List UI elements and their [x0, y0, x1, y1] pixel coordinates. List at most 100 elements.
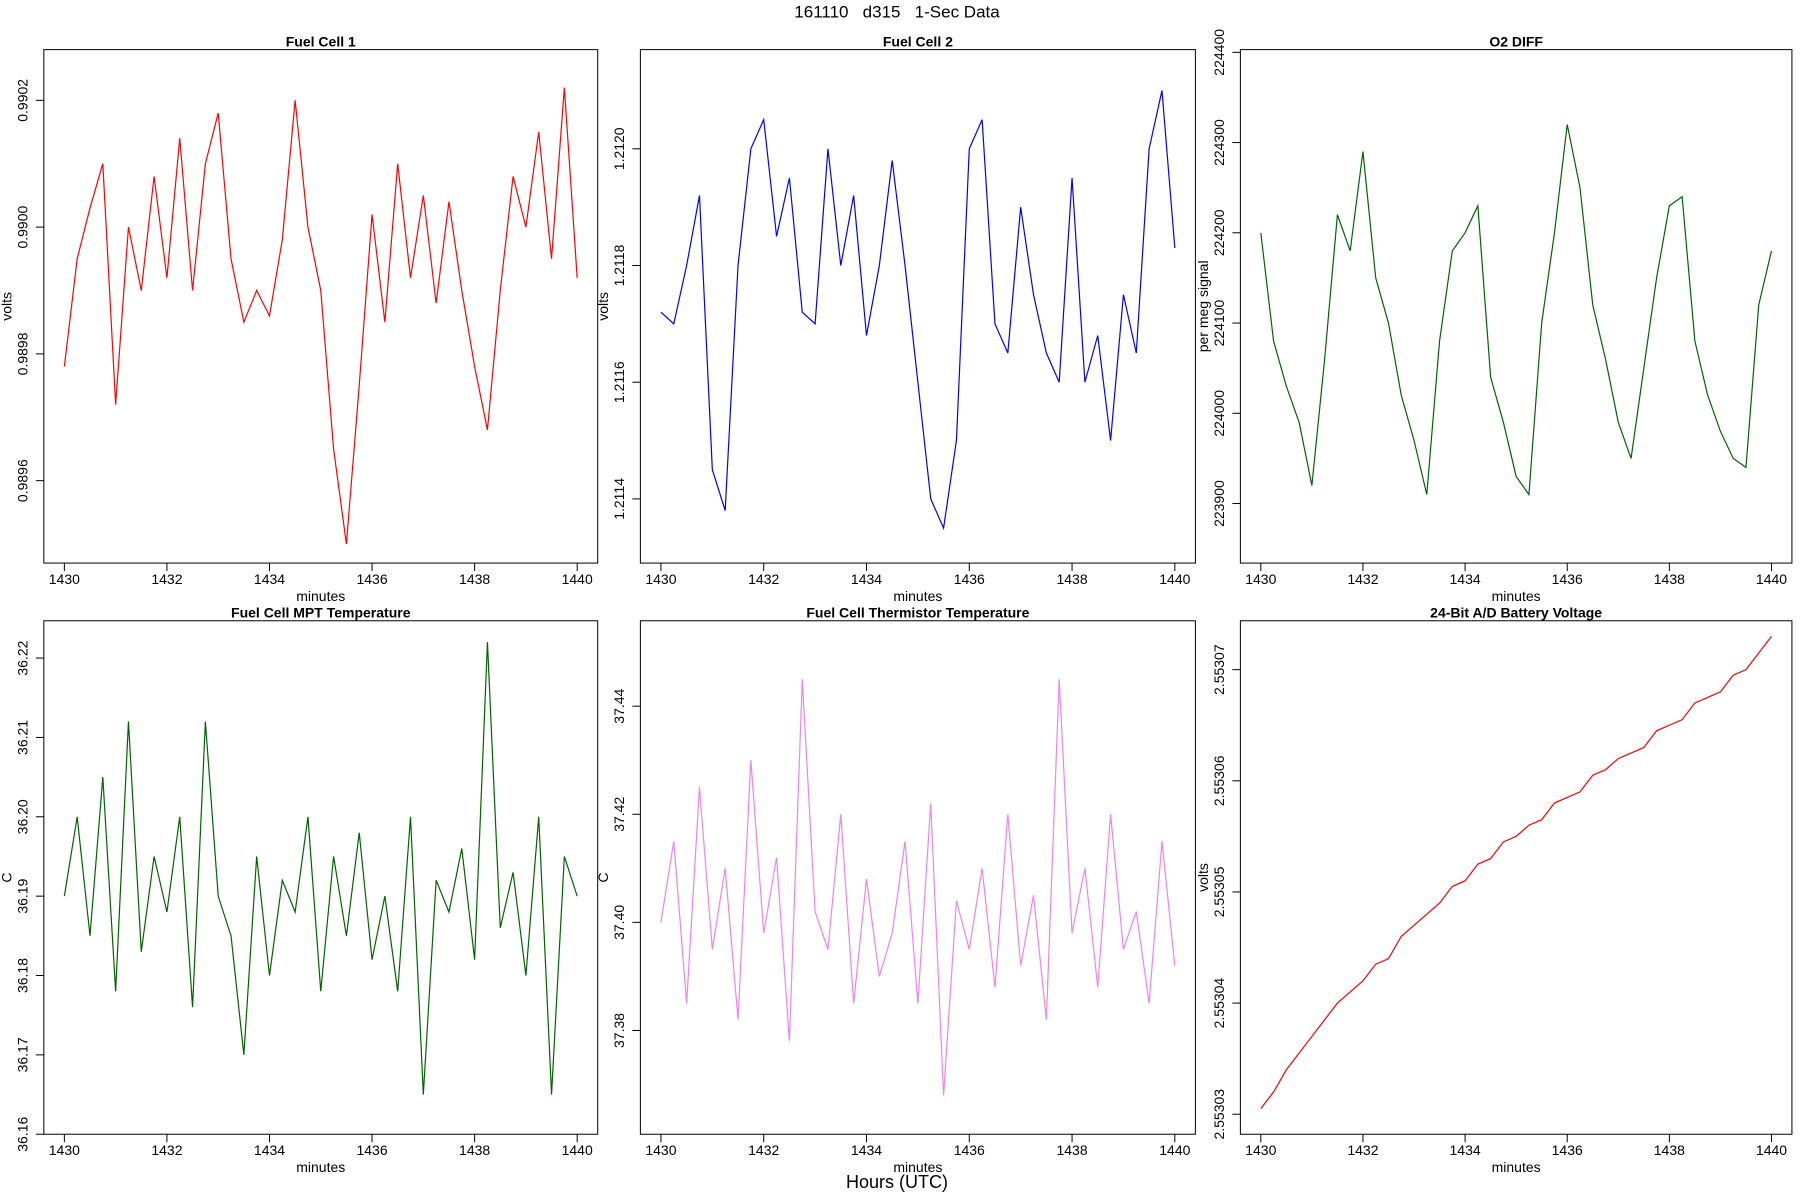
y-tick-label: 2.55306 — [1211, 755, 1227, 806]
x-tick-label: 1440 — [562, 571, 593, 587]
x-axis-label: minutes — [1492, 1159, 1541, 1175]
y-axis-label: C — [595, 872, 611, 882]
x-axis-label: minutes — [296, 588, 345, 604]
x-axis-label: minutes — [893, 588, 942, 604]
x-tick-label: 1434 — [1450, 571, 1481, 587]
x-tick-label: 1440 — [1756, 1142, 1787, 1158]
y-tick-label: 2.55304 — [1211, 978, 1227, 1029]
x-tick-label: 1438 — [459, 1142, 490, 1158]
y-tick-label: 1.2118 — [611, 244, 627, 286]
x-tick-label: 1436 — [1552, 571, 1583, 587]
panel-title: Fuel Cell 1 — [286, 33, 356, 49]
figure-title: 161110 d315 1-Sec Data — [794, 2, 1000, 21]
panel-title: O2 DIFF — [1489, 33, 1543, 49]
x-tick-label: 1430 — [1245, 1142, 1276, 1158]
x-tick-label: 1436 — [356, 571, 387, 587]
x-tick-label: 1434 — [851, 1142, 882, 1158]
x-tick-label: 1440 — [1756, 571, 1787, 587]
panel: Fuel Cell 2 1430 1432 1434 1436 1438 1440 1.211… — [595, 33, 1196, 604]
plot-frame — [43, 49, 599, 564]
x-tick-label: 1436 — [954, 571, 985, 587]
y-tick-label: 223900 — [1211, 480, 1227, 527]
x-tick-label: 1432 — [1347, 1142, 1378, 1158]
data-line — [1260, 124, 1773, 497]
x-tick-label: 1430 — [1245, 571, 1276, 587]
y-tick-label: 36.20 — [15, 799, 31, 834]
x-tick-label: 1440 — [562, 1142, 593, 1158]
y-tick-label: 224000 — [1211, 390, 1227, 437]
x-tick-label: 1430 — [645, 571, 676, 587]
y-tick-label: 1.2116 — [611, 361, 627, 403]
y-tick-label: 36.16 — [15, 1117, 31, 1152]
x-tick-label: 1430 — [645, 1142, 676, 1158]
y-tick-label: 37.38 — [611, 1013, 627, 1048]
x-tick-label: 1438 — [1056, 1142, 1087, 1158]
y-tick-label: 0.9898 — [15, 332, 31, 375]
y-tick-label: 37.44 — [611, 688, 627, 723]
x-tick-label: 1430 — [49, 571, 80, 587]
x-tick-label: 1432 — [151, 1142, 182, 1158]
x-tick-label: 1438 — [459, 571, 490, 587]
panel: 24-Bit A/D Battery Voltage 1430 1432 1434 14… — [1195, 604, 1793, 1175]
x-axis-label: minutes — [1492, 588, 1541, 604]
x-tick-label: 1434 — [254, 571, 285, 587]
x-axis-label: minutes — [893, 1159, 942, 1175]
plot-frame — [639, 49, 1196, 564]
y-tick-label: 36.21 — [15, 720, 31, 755]
figure-x-label: Hours (UTC) — [846, 1172, 948, 1192]
y-tick-label: 0.9902 — [15, 79, 31, 122]
y-tick-label: 36.18 — [15, 958, 31, 993]
x-tick-label: 1440 — [1159, 1142, 1190, 1158]
x-tick-label: 1436 — [1552, 1142, 1583, 1158]
y-tick-label: 37.42 — [611, 797, 627, 832]
y-tick-label: 2.55307 — [1211, 644, 1227, 695]
x-tick-label: 1438 — [1654, 571, 1685, 587]
x-tick-label: 1432 — [151, 571, 182, 587]
x-tick-label: 1432 — [1347, 571, 1378, 587]
y-axis-label: volts — [0, 292, 15, 321]
y-tick-label: 224100 — [1211, 299, 1227, 346]
panel: Fuel Cell Thermistor Temperature 1430 1432… — [595, 604, 1196, 1175]
y-tick-label: 2.55305 — [1211, 866, 1227, 917]
panel: O2 DIFF 1430 1432 1434 1436 1438 1440 223900 224… — [1195, 29, 1793, 604]
panel: Fuel Cell 1 1430 1432 1434 1436 1438 1440 0.989… — [0, 33, 599, 604]
plot-frame — [639, 620, 1196, 1135]
y-tick-label: 0.9900 — [15, 205, 31, 248]
plot-frame — [43, 620, 599, 1135]
y-tick-label: 1.2114 — [611, 478, 627, 520]
data-line — [660, 90, 1176, 531]
y-tick-label: 224300 — [1211, 119, 1227, 166]
data-line — [1260, 635, 1772, 1110]
y-tick-label: 36.19 — [15, 878, 31, 913]
x-tick-label: 1432 — [748, 571, 779, 587]
y-axis-label: per meg signal — [1195, 260, 1211, 352]
y-tick-label: 0.9896 — [15, 459, 31, 502]
x-tick-label: 1436 — [954, 1142, 985, 1158]
plot-frame — [1239, 49, 1793, 564]
y-tick-label: 36.22 — [15, 640, 31, 675]
y-tick-label: 2.55303 — [1211, 1089, 1227, 1140]
panel-title: Fuel Cell MPT Temperature — [231, 604, 411, 620]
x-tick-label: 1438 — [1056, 571, 1087, 587]
plot-frame — [1239, 620, 1793, 1135]
y-tick-label: 37.40 — [611, 905, 627, 940]
panel-title: Fuel Cell Thermistor Temperature — [806, 604, 1029, 620]
x-tick-label: 1432 — [748, 1142, 779, 1158]
x-tick-label: 1430 — [49, 1142, 80, 1158]
panel-title: Fuel Cell 2 — [883, 33, 953, 49]
y-axis-label: volts — [595, 292, 611, 321]
panel-title: 24-Bit A/D Battery Voltage — [1430, 604, 1602, 620]
x-tick-label: 1436 — [356, 1142, 387, 1158]
data-line — [63, 642, 578, 1095]
y-tick-label: 36.17 — [15, 1037, 31, 1072]
data-line — [63, 87, 578, 545]
y-axis-label: C — [0, 872, 15, 882]
data-line — [660, 679, 1176, 1096]
x-tick-label: 1434 — [1450, 1142, 1481, 1158]
y-tick-label: 224400 — [1211, 29, 1227, 76]
y-tick-label: 1.2120 — [611, 127, 627, 170]
panel: Fuel Cell MPT Temperature 1430 1432 1434 143… — [0, 604, 599, 1175]
y-axis-label: volts — [1195, 863, 1211, 892]
x-tick-label: 1434 — [254, 1142, 285, 1158]
